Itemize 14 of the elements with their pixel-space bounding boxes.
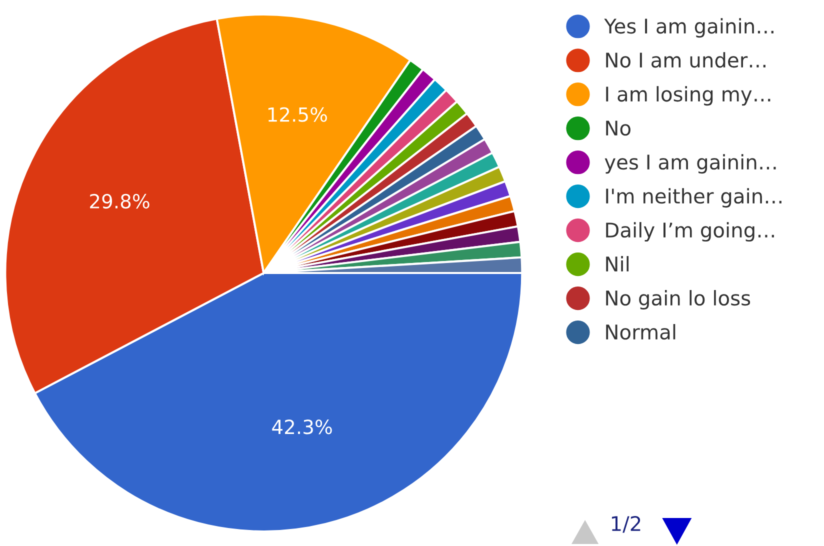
legend-label: No I am under… (606, 52, 766, 68)
legend-label: Yes I am gainin… (604, 18, 774, 38)
legend-label: Normal (606, 324, 676, 340)
legend-label: I'm neither gain… (606, 188, 782, 208)
text: 1/2 (612, 516, 640, 533)
legend-label: Daily I’m going… (606, 222, 774, 242)
legend-label: No (606, 120, 630, 136)
legend-label: Nil (606, 256, 629, 272)
legend-label: No gain lo loss (606, 290, 750, 310)
data-label: 12.5% (268, 107, 327, 122)
legend-label: I am losing my… (606, 86, 770, 106)
data-label: 42.3% (272, 420, 332, 434)
legend-label: yes I am gainin… (604, 154, 776, 174)
data-label: 29.8% (90, 194, 150, 209)
